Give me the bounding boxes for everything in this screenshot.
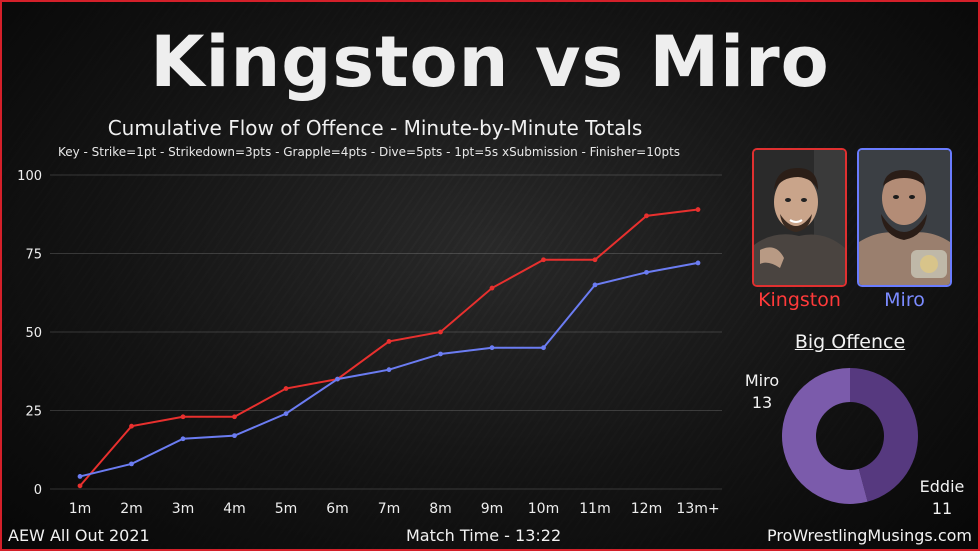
event-name: AEW All Out 2021 [8,526,150,545]
data-point-kingston [77,483,83,489]
chart-key: Key - Strike=1pt - Strikedown=3pts - Gra… [57,145,681,159]
data-point-miro [129,461,134,467]
data-point-kingston [541,257,546,263]
data-point-miro [77,474,83,479]
data-point-miro [489,345,495,351]
x-tick-label: 12m [631,501,662,517]
page-title: Kingston vs Miro [150,21,830,103]
miro-label: Miro [884,289,925,311]
donut-slice-eddie [850,368,918,502]
site-name: ProWrestlingMusings.com [767,526,972,545]
data-point-miro [232,433,237,439]
x-tick-label: 6m [326,501,349,517]
big-offence-title: Big Offence [794,331,906,353]
x-tick-label: 2m [120,501,143,517]
kingston-label: Kingston [758,289,841,311]
donut-slice-miro [782,368,868,504]
data-point-miro [180,436,186,442]
data-point-kingston [644,213,649,219]
x-tick-label: 4m [223,501,246,517]
data-point-miro [438,351,443,357]
data-point-kingston [180,414,186,420]
data-point-kingston [129,423,134,429]
data-point-miro [695,260,701,266]
y-tick-label: 75 [25,248,42,263]
data-point-kingston [283,386,289,391]
data-point-kingston [592,257,598,263]
y-tick-label: 50 [25,326,42,341]
x-tick-label: 9m [481,501,504,517]
x-tick-label: 10m [528,501,559,517]
x-tick-label: 11m [579,501,610,517]
x-tick-label: 3m [172,501,195,517]
donut-label-miro: Miro 13 [736,370,788,414]
y-tick-label: 25 [25,405,42,420]
x-tick-label: 13m+ [676,501,719,517]
data-point-miro [335,376,340,382]
data-point-kingston [232,414,237,420]
data-point-miro [283,411,289,417]
match-time: Match Time - 13:22 [406,526,562,545]
x-tick-label: 7m [378,501,401,517]
data-point-miro [541,345,546,351]
donut-label-eddie-name: Eddie [919,477,965,496]
donut-label-eddie: Eddie 11 [912,476,972,520]
x-tick-label: 8m [429,501,452,517]
y-tick-label: 0 [34,483,42,498]
donut-label-miro-value: 13 [751,393,773,412]
data-point-kingston [438,329,443,335]
x-tick-label: 5m [275,501,298,517]
donut-label-miro-name: Miro [744,371,780,390]
y-tick-label: 100 [17,169,42,184]
miro-photo [857,148,952,287]
big-offence-donut [782,368,918,504]
x-tick-label: 1m [69,501,92,517]
data-point-miro [644,269,649,275]
data-point-miro [592,282,598,288]
chart-title: Cumulative Flow of Offence - Minute-by-M… [107,116,643,140]
data-point-kingston [489,285,495,291]
data-point-miro [386,367,392,373]
data-point-kingston [386,339,392,344]
kingston-photo [752,148,847,287]
data-point-kingston [695,207,701,212]
donut-label-eddie-value: 11 [931,499,953,518]
